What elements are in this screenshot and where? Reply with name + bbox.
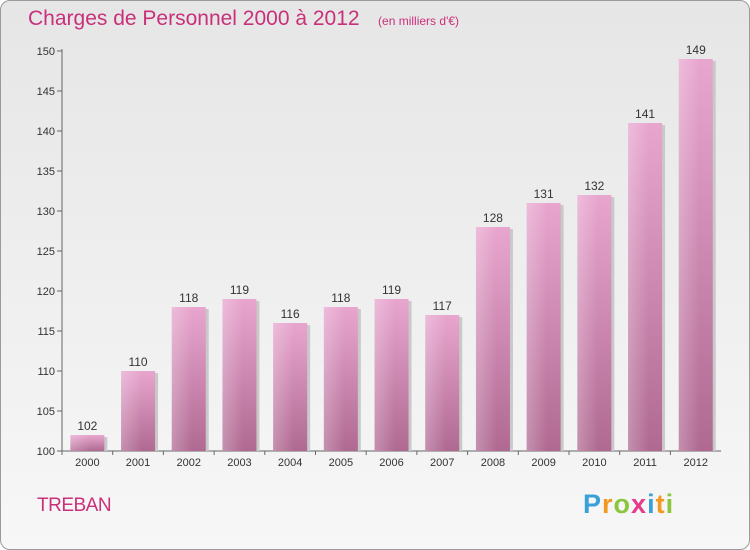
- data-label: 116: [281, 307, 300, 321]
- x-tick-label: 2002: [177, 457, 201, 469]
- bar-highlight: [121, 371, 156, 451]
- chart-subtitle: (en milliers d'€): [378, 14, 460, 28]
- data-label: 132: [584, 179, 604, 193]
- y-tick-label: 130: [37, 206, 55, 218]
- y-tick-label: 145: [37, 86, 55, 98]
- data-label: 118: [179, 291, 198, 305]
- value-labels: 102 110 118 119 116 118 119 117 128 131 132 141 149: [77, 43, 706, 433]
- x-tick-label: 2009: [531, 457, 555, 469]
- y-tick-label: 125: [37, 246, 55, 258]
- x-tick-label: 2001: [126, 457, 150, 469]
- data-label: 117: [433, 299, 452, 313]
- title-row: Charges de Personnel 2000 à 2012 (en mil…: [28, 7, 459, 31]
- y-tick-label: 135: [37, 166, 55, 178]
- bar-highlight: [526, 203, 561, 451]
- logo-letter: i: [647, 489, 656, 519]
- y-tick-label: 110: [37, 366, 55, 378]
- bar-highlight: [374, 299, 409, 451]
- x-tick-label: 2011: [633, 457, 657, 469]
- data-label: 119: [382, 283, 401, 297]
- y-tick-label: 115: [37, 326, 55, 338]
- bar-highlight: [70, 435, 105, 451]
- bar-highlight: [678, 59, 713, 451]
- x-tick-label: 2007: [430, 457, 454, 469]
- logo-letter: x: [631, 489, 648, 519]
- x-tick-label: 2010: [582, 457, 606, 469]
- data-label: 149: [686, 43, 706, 57]
- data-label: 102: [77, 419, 97, 433]
- commune-name: TREBAN: [37, 495, 112, 516]
- logo-letter: r: [602, 489, 614, 519]
- bar-highlight: [628, 123, 663, 451]
- logo-letter: o: [613, 489, 632, 519]
- x-tick-label: 2008: [481, 457, 505, 469]
- bar-highlight: [323, 307, 358, 451]
- data-label: 110: [128, 355, 147, 369]
- data-label: 128: [483, 211, 503, 225]
- x-tick-label: 2003: [227, 457, 251, 469]
- y-tick-label: 105: [37, 406, 55, 418]
- y-tick-label: 120: [37, 286, 55, 298]
- chart-title: Charges de Personnel 2000 à 2012: [28, 7, 360, 30]
- bars: [70, 59, 716, 451]
- data-label: 118: [331, 291, 350, 305]
- x-tick-label: 2012: [684, 457, 708, 469]
- y-tick-label: 150: [37, 46, 55, 58]
- bar-highlight: [171, 307, 206, 451]
- bar-highlight: [273, 323, 308, 451]
- data-label: 119: [230, 283, 249, 297]
- logo-letter: t: [655, 489, 666, 519]
- x-tick-label: 2006: [379, 457, 403, 469]
- x-tick-label: 2000: [75, 457, 99, 469]
- bar-highlight: [425, 315, 460, 451]
- data-label: 141: [635, 107, 655, 121]
- y-tick-label: 140: [37, 126, 55, 138]
- bar-highlight: [475, 227, 510, 451]
- logo-letter: P: [583, 489, 603, 519]
- bar-highlight: [577, 195, 612, 451]
- data-label: 131: [534, 187, 554, 201]
- bar-highlight: [222, 299, 257, 451]
- logo-letter: i: [665, 489, 675, 519]
- x-tick-label: 2004: [278, 457, 302, 469]
- proxiti-logo: Proxiti: [583, 489, 674, 520]
- x-tick-label: 2005: [329, 457, 353, 469]
- y-tick-label: 100: [37, 446, 55, 458]
